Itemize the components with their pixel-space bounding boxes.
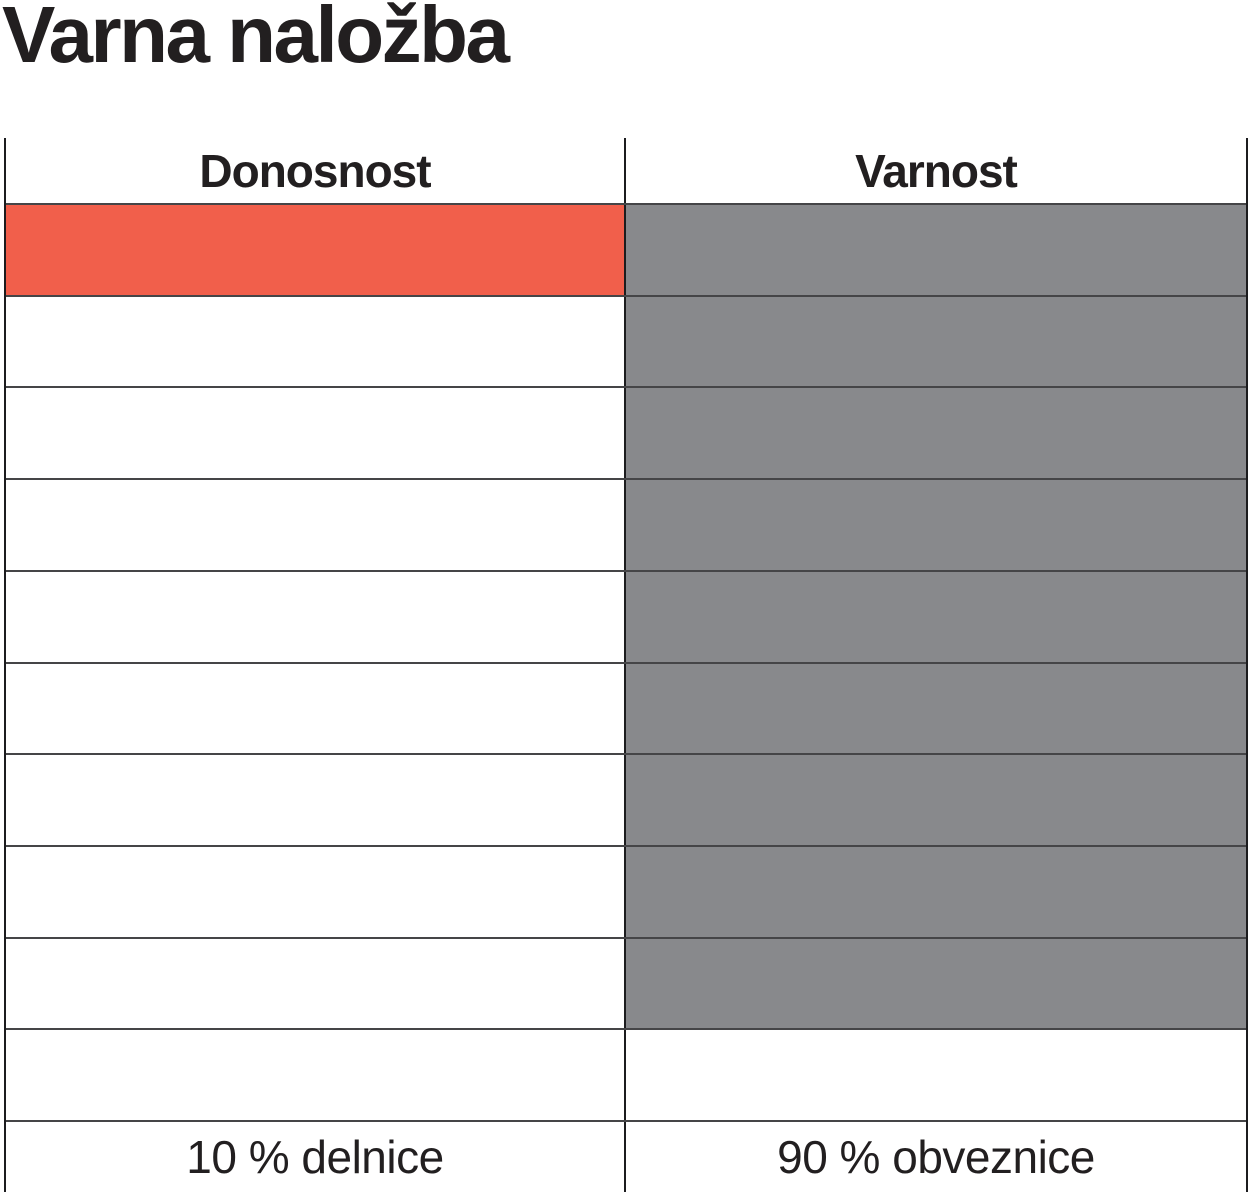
header-row: Donosnost Varnost <box>6 138 1246 203</box>
varnost-cell <box>626 480 1246 570</box>
varnost-cell <box>626 388 1246 479</box>
donosnost-cell <box>6 1030 626 1121</box>
donosnost-cell <box>6 938 626 1029</box>
table-row <box>6 661 1246 754</box>
varnost-cell <box>626 1030 1246 1120</box>
varnost-cell <box>626 846 1246 937</box>
table-row <box>6 478 1246 570</box>
table-row <box>6 294 1246 387</box>
donosnost-cell <box>6 755 626 845</box>
label-varnost: 90 % obveznice <box>777 1131 1095 1183</box>
table-row <box>6 386 1246 479</box>
grid-rows <box>6 203 1246 1121</box>
label-row: 10 % delnice 90 % obveznice <box>6 1120 1246 1192</box>
donosnost-cell <box>6 388 626 479</box>
table-row <box>6 569 1246 662</box>
table-row <box>6 936 1246 1029</box>
table-row <box>6 844 1246 937</box>
donosnost-cell <box>6 296 626 387</box>
donosnost-cell <box>6 480 626 570</box>
donosnost-cell <box>6 571 626 662</box>
varnost-cell <box>626 755 1246 845</box>
label-donosnost: 10 % delnice <box>6 1122 626 1192</box>
table-row <box>6 753 1246 845</box>
table-row <box>6 203 1246 295</box>
table-row <box>6 1028 1246 1121</box>
donosnost-cell <box>6 205 626 295</box>
donosnost-cell <box>6 846 626 937</box>
varnost-cell <box>626 938 1246 1029</box>
column-header-donosnost: Donosnost <box>6 138 626 203</box>
varnost-cell <box>626 296 1246 387</box>
comparison-table: Donosnost Varnost 10 % delnice 90 % obve… <box>4 138 1248 1192</box>
varnost-cell <box>626 663 1246 754</box>
column-header-varnost: Varnost <box>855 144 1018 197</box>
donosnost-cell <box>6 663 626 754</box>
varnost-cell <box>626 571 1246 662</box>
page-title: Varna naložba <box>2 0 510 79</box>
varnost-cell <box>626 205 1246 295</box>
